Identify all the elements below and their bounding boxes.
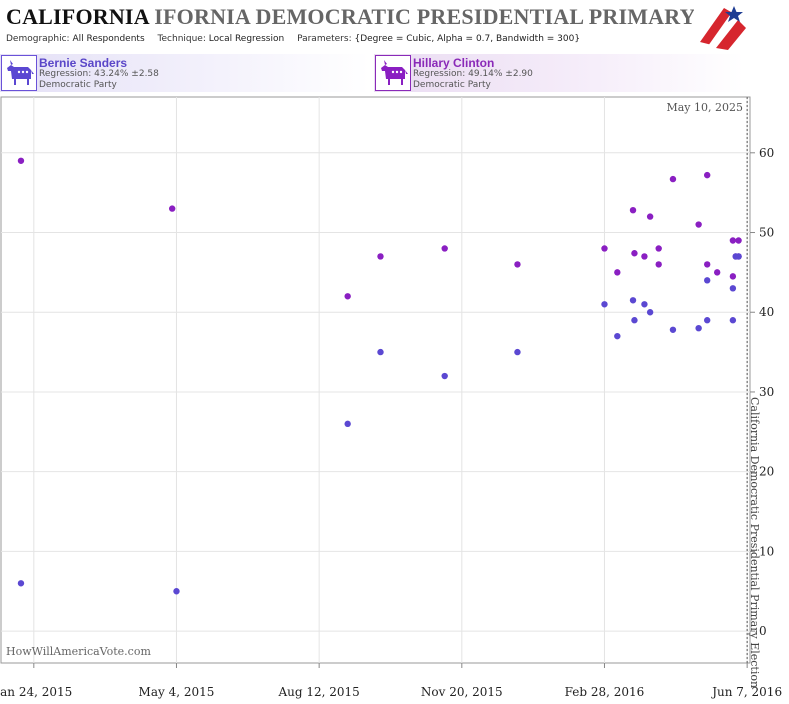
- poll-point: [729, 317, 737, 324]
- candidate-card-clinton: Hillary Clinton Regression: 49.14% ±2.90…: [374, 54, 744, 92]
- demographic-value: All Respondents: [72, 34, 145, 44]
- poll-point: [601, 245, 608, 252]
- x-tick-label: Aug 12, 2015: [277, 685, 359, 699]
- poll-point: [629, 297, 637, 304]
- poll-point: [641, 301, 648, 308]
- poll-point: [631, 250, 638, 257]
- candidate-card-sanders: Bernie Sanders Regression: 43.24% ±2.58 …: [0, 54, 370, 92]
- demographic-label: Demographic:: [6, 34, 70, 44]
- header: CALIFORNIA IFORNIA DEMOCRATIC PRESIDENTI…: [0, 0, 789, 52]
- poll-point: [732, 253, 739, 260]
- democrat-donkey-icon: [375, 55, 411, 91]
- poll-point: [441, 372, 448, 380]
- plot-area: [0, 96, 751, 664]
- poll-point: [629, 207, 637, 214]
- candidate-name: Hillary Clinton: [413, 56, 495, 70]
- poll-point: [655, 261, 662, 268]
- poll-point: [704, 261, 711, 268]
- poll-point: [704, 317, 711, 324]
- title-race: IFORNIA DEMOCRATIC PRESIDENTIAL PRIMARY …: [154, 4, 732, 29]
- x-tick-label: Jan 24, 2015: [0, 685, 72, 699]
- poll-point: [377, 348, 384, 356]
- y-tick-label: 10: [759, 544, 774, 558]
- site-logo-icon: [694, 2, 748, 50]
- poll-point: [614, 269, 621, 276]
- poll-point: [669, 326, 677, 333]
- candidate-name: Bernie Sanders: [39, 56, 128, 70]
- y-tick-label: 60: [759, 146, 774, 160]
- y-tick-label: 50: [759, 226, 774, 240]
- poll-point: [732, 253, 739, 260]
- y-tick-label: 40: [759, 305, 774, 319]
- watermark-text: HowWillAmericaVote.com: [6, 645, 151, 658]
- poll-point: [441, 245, 448, 252]
- x-tick-label: May 4, 2015: [139, 685, 215, 699]
- current-date-label: May 10, 2025: [666, 101, 743, 114]
- poll-point: [17, 157, 25, 164]
- poll-point: [169, 205, 176, 212]
- poll-point: [601, 301, 608, 308]
- technique-label: Technique:: [157, 34, 206, 44]
- poll-point: [735, 237, 742, 244]
- poll-point: [735, 253, 742, 260]
- poll-point: [344, 420, 351, 428]
- poll-point: [646, 213, 654, 220]
- poll-point: [695, 324, 702, 332]
- poll-point: [704, 171, 711, 179]
- y-tick-label: 30: [759, 385, 774, 399]
- poll-point: [729, 237, 737, 244]
- x-tick-label: Nov 20, 2015: [421, 685, 503, 699]
- poll-point: [646, 309, 654, 316]
- x-tick-label: Feb 28, 2016: [565, 685, 645, 699]
- poll-point: [173, 588, 180, 595]
- candidate-cards: Bernie Sanders Regression: 43.24% ±2.58 …: [0, 54, 789, 94]
- poll-point: [17, 580, 25, 587]
- y-tick-label: 20: [759, 465, 774, 479]
- poll-point: [641, 253, 648, 260]
- poll-point: [614, 332, 621, 340]
- democrat-donkey-icon: [1, 55, 37, 91]
- poll-point: [631, 317, 638, 324]
- y-tick-label: 0: [759, 624, 767, 638]
- poll-point: [669, 175, 677, 183]
- title-state: CALIFORNIA: [6, 4, 149, 29]
- page-title: CALIFORNIA IFORNIA DEMOCRATIC PRESIDENTI…: [6, 4, 732, 30]
- poll-point: [713, 269, 721, 276]
- technique-value: Local Regression: [208, 34, 285, 44]
- poll-point: [729, 273, 737, 280]
- parameters-line: Demographic: All Respondents Technique: …: [6, 34, 580, 44]
- poll-point: [655, 245, 662, 252]
- poll-point: [514, 348, 521, 356]
- poll-point: [704, 277, 711, 284]
- poll-point: [695, 221, 702, 228]
- parameters-value: {Degree = Cubic, Alpha = 0.7, Bandwidth …: [354, 34, 581, 44]
- x-tick-label: Jun 7, 2016: [710, 685, 782, 699]
- poll-point: [344, 293, 351, 300]
- poll-point: [514, 261, 521, 268]
- parameters-label: Parameters:: [297, 34, 352, 44]
- candidate-regression: Regression: 43.24% ±2.58: [39, 69, 159, 79]
- poll-point: [377, 253, 384, 260]
- candidate-party: Democratic Party: [39, 80, 117, 90]
- poll-point: [729, 285, 737, 292]
- poll-point: [735, 253, 742, 260]
- candidate-regression: Regression: 49.14% ±2.90: [413, 69, 533, 79]
- candidate-party: Democratic Party: [413, 80, 491, 90]
- election-label: California Democratic Presidential Prima…: [748, 397, 761, 688]
